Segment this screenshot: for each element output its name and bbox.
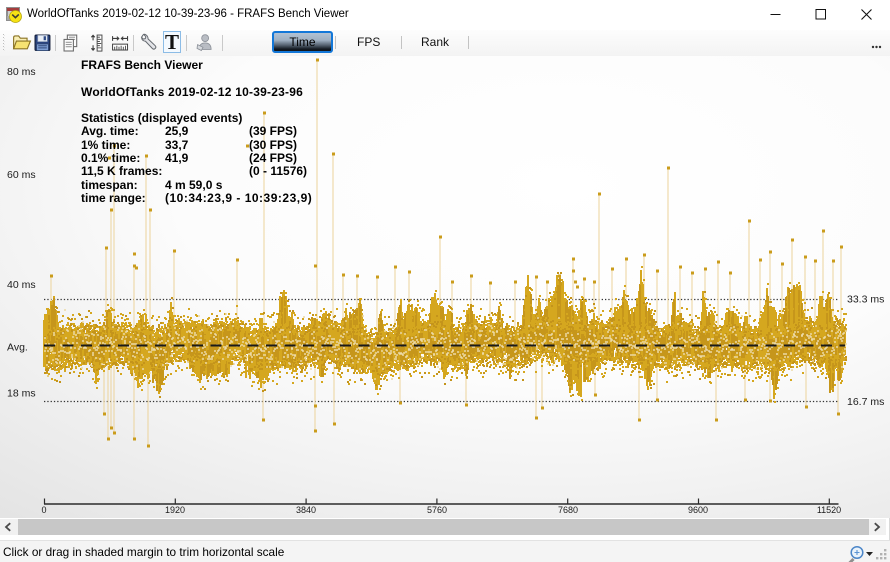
svg-text:7680: 7680 <box>558 505 578 515</box>
svg-text:16.7 ms: 16.7 ms <box>847 396 884 408</box>
svg-text:0: 0 <box>41 505 46 515</box>
svg-text:9600: 9600 <box>688 505 708 515</box>
svg-text:80 ms: 80 ms <box>7 66 36 78</box>
svg-text:11520: 11520 <box>817 505 841 515</box>
svg-text:1920: 1920 <box>165 505 185 515</box>
svg-text:5760: 5760 <box>427 505 447 515</box>
svg-text:18 ms: 18 ms <box>7 388 36 400</box>
svg-text:60 ms: 60 ms <box>7 169 36 181</box>
svg-text:40 ms: 40 ms <box>7 279 36 291</box>
svg-text:33.3 ms: 33.3 ms <box>847 294 884 306</box>
svg-text:T: T <box>165 30 179 54</box>
svg-text:Avg.: Avg. <box>7 342 28 354</box>
svg-text:3840: 3840 <box>296 505 316 515</box>
